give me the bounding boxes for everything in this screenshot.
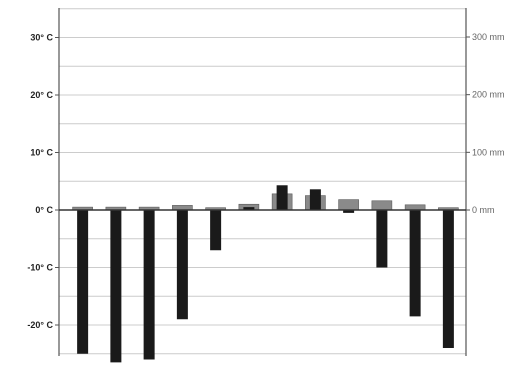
temperature-bar	[409, 210, 421, 317]
left-tick-label: -10° C	[27, 263, 53, 273]
temperature-bar	[343, 210, 355, 213]
left-tick-label: -20° C	[27, 320, 53, 330]
temperature-bar	[110, 210, 122, 363]
temperature-bar	[210, 210, 222, 251]
temperature-bar	[77, 210, 89, 354]
gridlines	[59, 8, 466, 355]
precipitation-bar	[371, 200, 393, 211]
temperature-bar	[376, 210, 388, 268]
temperature-bar	[442, 210, 454, 348]
temperature-bar	[243, 207, 255, 210]
temperature-bar	[276, 185, 288, 210]
right-axis-ticks: 300 mm 200 mm 100 mm 0 mm	[466, 32, 505, 215]
precipitation-bar	[338, 199, 359, 211]
left-tick-label: 10° C	[30, 148, 53, 158]
right-tick-label: 100 mm	[472, 147, 505, 157]
temperature-bars	[77, 185, 454, 363]
precipitation-bars	[72, 193, 459, 211]
temperature-bar	[309, 189, 321, 210]
temperature-bar	[176, 210, 188, 320]
precipitation-bar	[404, 204, 426, 211]
left-tick-label: 0° C	[35, 205, 53, 215]
right-tick-label: 300 mm	[472, 32, 505, 42]
left-tick-label: 20° C	[30, 90, 53, 100]
right-tick-label: 200 mm	[472, 90, 505, 100]
temperature-bar	[143, 210, 155, 360]
left-tick-label: 30° C	[30, 33, 53, 43]
left-axis-ticks: 30° C 20° C 10° C 0° C -10° C -20° C	[27, 33, 59, 330]
right-tick-label: 0 mm	[472, 205, 495, 215]
